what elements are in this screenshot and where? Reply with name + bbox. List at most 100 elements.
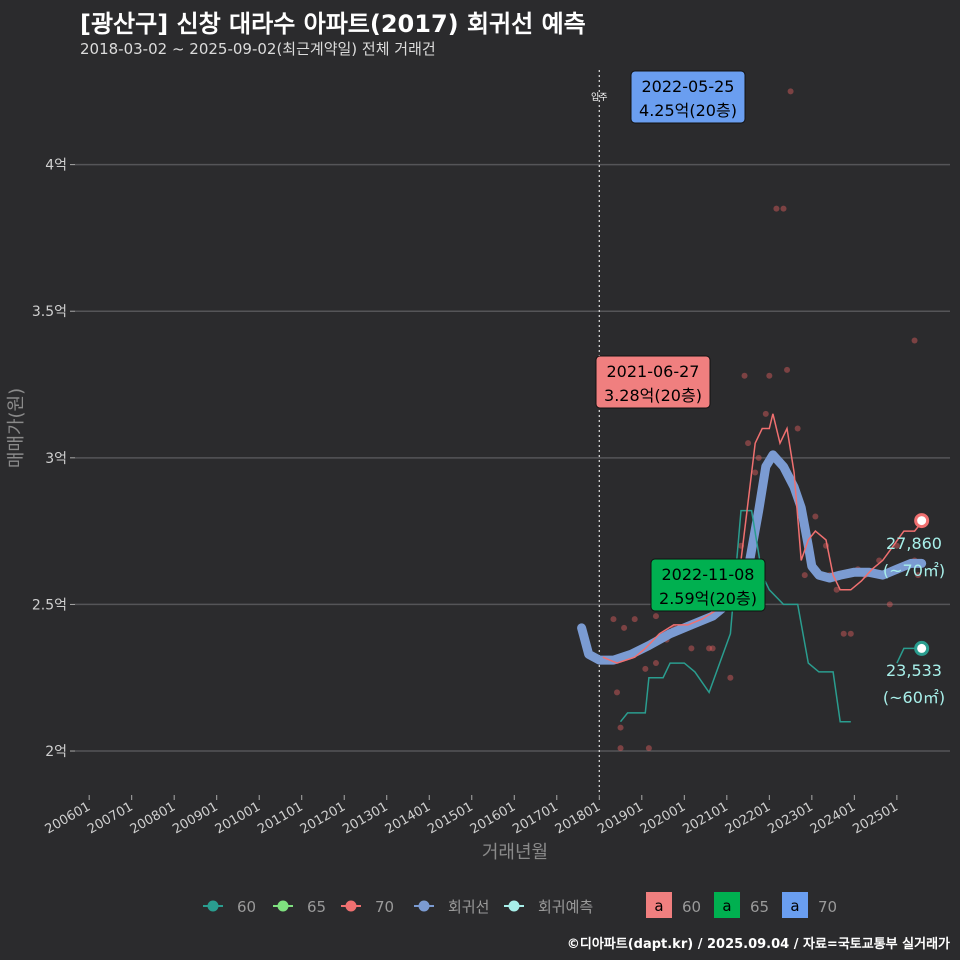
end-label-value: 27,860 bbox=[886, 534, 942, 553]
x-tick-label: 201801 bbox=[553, 799, 603, 837]
scatter-point bbox=[745, 440, 752, 447]
regression-line bbox=[577, 450, 927, 665]
callout-box bbox=[630, 70, 746, 124]
y-tick-label: 2억 bbox=[45, 744, 67, 760]
legend-marker-70 bbox=[345, 900, 357, 912]
callout-price: 2.59억(20층) bbox=[659, 589, 757, 608]
x-tick-label: 201201 bbox=[298, 799, 348, 837]
scatter-point bbox=[617, 724, 624, 731]
x-tick-label: 200701 bbox=[85, 799, 135, 837]
callouts: 2022-05-25 4.25억(20층) 2021-06-27 3.28억(20층)… bbox=[595, 70, 766, 612]
x-tick-label: 201401 bbox=[383, 799, 433, 837]
move-in-label: 입주 bbox=[591, 91, 608, 103]
scatter-point bbox=[610, 616, 617, 623]
callout-date: 2022-05-25 bbox=[642, 77, 735, 96]
callout-price: 3.28억(20층) bbox=[604, 386, 702, 405]
scatter-point bbox=[886, 601, 893, 608]
scatter-point bbox=[755, 454, 762, 461]
scatter-point bbox=[752, 469, 759, 476]
callout-price: 4.25억(20층) bbox=[639, 101, 737, 120]
callout-date: 2022-11-08 bbox=[662, 565, 755, 584]
x-tick-label: 201901 bbox=[595, 799, 645, 837]
x-tick-label: 201301 bbox=[340, 799, 390, 837]
scatter-point bbox=[833, 586, 840, 593]
scatter-point bbox=[812, 513, 819, 520]
scatter-point bbox=[688, 645, 695, 652]
x-tick-label: 202201 bbox=[723, 799, 773, 837]
scatter-point bbox=[727, 674, 734, 681]
scatter-point bbox=[652, 660, 659, 667]
scatter-point bbox=[642, 665, 649, 672]
scatter-point bbox=[893, 542, 900, 549]
scatter-point bbox=[652, 613, 659, 620]
legend-marker-65 bbox=[277, 900, 289, 912]
chart-subtitle: 2018-03-02 ~ 2025-09-02(최근계약일) 전체 거래건 bbox=[80, 40, 436, 58]
legend-box-65 bbox=[714, 892, 740, 918]
x-tick-label: 201501 bbox=[425, 799, 475, 837]
scatter-point bbox=[762, 410, 769, 417]
scatter-point bbox=[847, 630, 854, 637]
scatter-point bbox=[617, 745, 624, 752]
callout-date: 2021-06-27 bbox=[607, 362, 700, 381]
series-line-70 bbox=[602, 413, 923, 664]
scatter-point bbox=[787, 88, 794, 95]
legend-box-glyph: a bbox=[654, 897, 663, 915]
scatter-point bbox=[766, 372, 773, 379]
legend-box-label: 70 bbox=[818, 898, 837, 916]
scatter-point bbox=[780, 205, 787, 212]
legend-marker-60 bbox=[207, 900, 219, 912]
y-axis: 2억 2.5억 3억 3.5억 4억 bbox=[32, 158, 75, 760]
x-tick-label: 201701 bbox=[510, 799, 560, 837]
end-labels: 27,860 (~70㎡) 23,533 (~60㎡) bbox=[883, 534, 945, 707]
callout-box bbox=[595, 355, 711, 409]
scatter-point bbox=[614, 689, 621, 696]
grid-lines bbox=[75, 163, 950, 752]
scatter-points bbox=[610, 88, 922, 752]
scatter-point bbox=[645, 745, 652, 752]
scatter-point bbox=[915, 572, 922, 579]
legend-box-glyph: a bbox=[722, 897, 731, 915]
scatter-point bbox=[709, 645, 716, 652]
x-tick-label: 202501 bbox=[850, 799, 900, 837]
legend-box-glyph: a bbox=[790, 897, 799, 915]
legend-label: 회귀예측 bbox=[538, 898, 593, 916]
x-tick-label: 201001 bbox=[213, 799, 263, 837]
x-tick-label: 200601 bbox=[43, 799, 93, 837]
scatter-point bbox=[794, 425, 801, 432]
x-tick-label: 201601 bbox=[468, 799, 518, 837]
end-label-size: (~70㎡) bbox=[883, 561, 945, 580]
scatter-point bbox=[773, 205, 780, 212]
x-tick-label: 201101 bbox=[255, 799, 305, 837]
prediction-marker bbox=[914, 640, 930, 656]
x-tick-label: 200801 bbox=[128, 799, 178, 837]
scatter-point bbox=[621, 624, 628, 631]
legend: 60 65 70 회귀선 회귀예측 a 60 a 65 a 70 bbox=[203, 892, 837, 918]
x-axis: 2006012007012008012009012010012011012012… bbox=[43, 795, 901, 837]
scatter-point bbox=[741, 372, 748, 379]
y-tick-label: 4억 bbox=[45, 158, 67, 174]
y-tick-label: 3억 bbox=[45, 451, 67, 467]
y-axis-title: 매매가(원) bbox=[6, 388, 27, 468]
x-tick-label: 202301 bbox=[765, 799, 815, 837]
footer-credit: ©디아파트(dapt.kr) / 2025.09.04 / 자료=국토교통부 실… bbox=[566, 937, 950, 952]
x-tick-label: 202401 bbox=[808, 799, 858, 837]
legend-label: 60 bbox=[237, 898, 256, 916]
scatter-point bbox=[706, 645, 713, 652]
callout-box bbox=[650, 558, 766, 612]
legend-box-70 bbox=[782, 892, 808, 918]
legend-box-label: 65 bbox=[750, 898, 769, 916]
x-tick-label: 202101 bbox=[680, 799, 730, 837]
scatter-point bbox=[784, 366, 791, 373]
legend-label: 회귀선 bbox=[448, 898, 489, 916]
legend-marker-회귀예측 bbox=[508, 900, 520, 912]
y-tick-label: 3.5억 bbox=[32, 304, 67, 320]
latest-point-marker bbox=[914, 513, 930, 529]
end-label-size: (~60㎡) bbox=[883, 688, 945, 707]
scatter-point bbox=[840, 630, 847, 637]
y-tick-label: 2.5억 bbox=[32, 597, 67, 613]
x-axis-title: 거래년월 bbox=[482, 842, 548, 863]
legend-box-label: 60 bbox=[682, 898, 701, 916]
x-tick-label: 200901 bbox=[170, 799, 220, 837]
x-tick-label: 202001 bbox=[638, 799, 688, 837]
